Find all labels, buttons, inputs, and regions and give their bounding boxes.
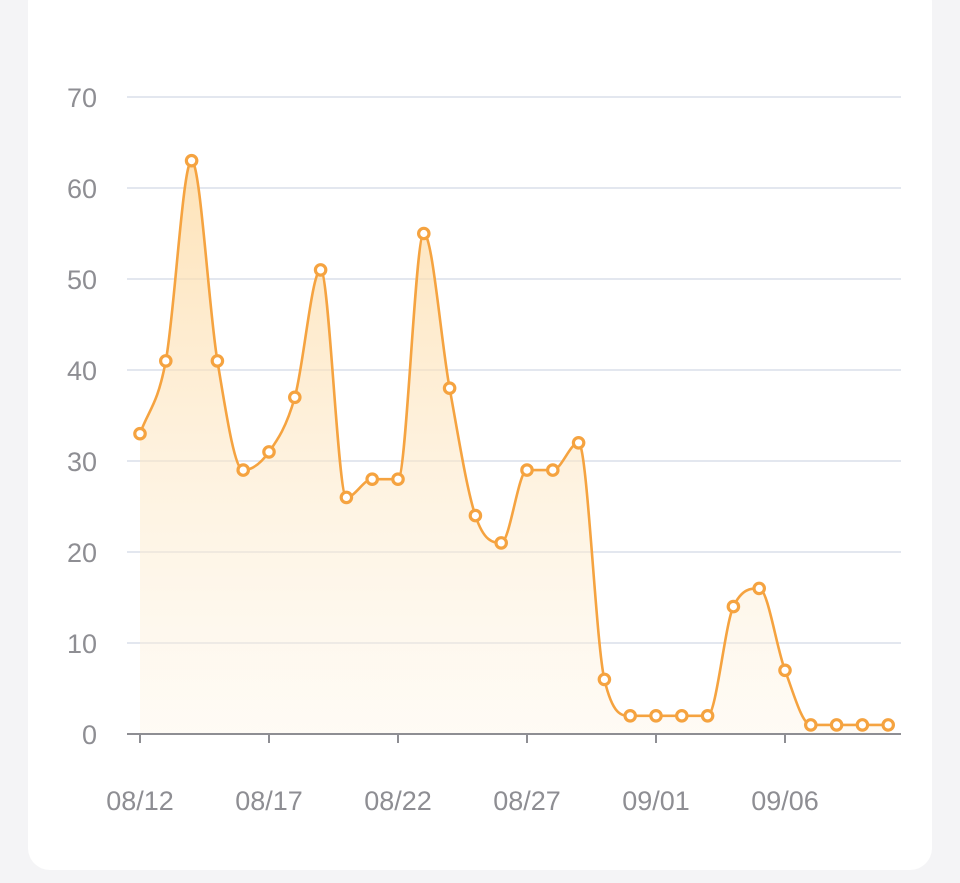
y-tick-label: 70 (67, 83, 97, 113)
data-point[interactable] (803, 718, 818, 732)
data-point[interactable] (726, 599, 741, 614)
y-tick-label: 20 (67, 538, 97, 568)
data-point[interactable] (597, 672, 612, 687)
data-point[interactable] (133, 426, 147, 441)
data-point[interactable] (468, 508, 483, 523)
x-axis (127, 733, 901, 743)
data-point[interactable] (545, 463, 560, 477)
data-point[interactable] (494, 536, 508, 550)
y-tick-label: 50 (67, 265, 97, 295)
area-fill-shape (140, 160, 889, 734)
x-tick-label: 08/12 (106, 786, 174, 816)
data-point[interactable] (416, 226, 431, 241)
data-point[interactable] (313, 263, 328, 277)
data-point[interactable] (778, 663, 792, 678)
data-point[interactable] (700, 708, 715, 723)
data-point[interactable] (159, 354, 173, 368)
data-point[interactable] (287, 390, 302, 405)
y-tick-label: 10 (67, 629, 97, 659)
y-tick-label: 30 (67, 447, 97, 477)
data-point[interactable] (262, 445, 276, 459)
tick-labels: 0 10 20 30 40 50 60 70 08/12 08/17 08/22 08/27 09/01… (67, 83, 819, 816)
data-point[interactable] (855, 718, 870, 732)
data-point[interactable] (881, 718, 895, 732)
data-point[interactable] (829, 718, 844, 732)
data-point[interactable] (339, 490, 354, 505)
data-points (133, 153, 895, 732)
y-tick-label: 40 (67, 356, 97, 386)
data-point[interactable] (391, 472, 405, 486)
x-tick-label: 09/01 (622, 786, 690, 816)
x-tick-label: 08/22 (364, 786, 432, 816)
y-tick-label: 60 (67, 174, 97, 204)
data-point[interactable] (442, 381, 457, 395)
data-point[interactable] (571, 435, 586, 450)
data-point[interactable] (184, 153, 199, 168)
data-point[interactable] (236, 463, 250, 477)
y-tick-label: 0 (82, 720, 97, 750)
data-point[interactable] (520, 463, 534, 477)
area-fill (140, 160, 889, 734)
x-tick-label: 08/17 (235, 786, 303, 816)
data-point[interactable] (674, 708, 689, 723)
data-point[interactable] (623, 708, 637, 723)
x-tick-label: 09/06 (751, 786, 819, 816)
x-tick-label: 08/27 (493, 786, 561, 816)
data-point[interactable] (649, 708, 663, 723)
data-point[interactable] (210, 354, 225, 368)
data-point[interactable] (752, 581, 766, 596)
data-point[interactable] (365, 472, 379, 486)
